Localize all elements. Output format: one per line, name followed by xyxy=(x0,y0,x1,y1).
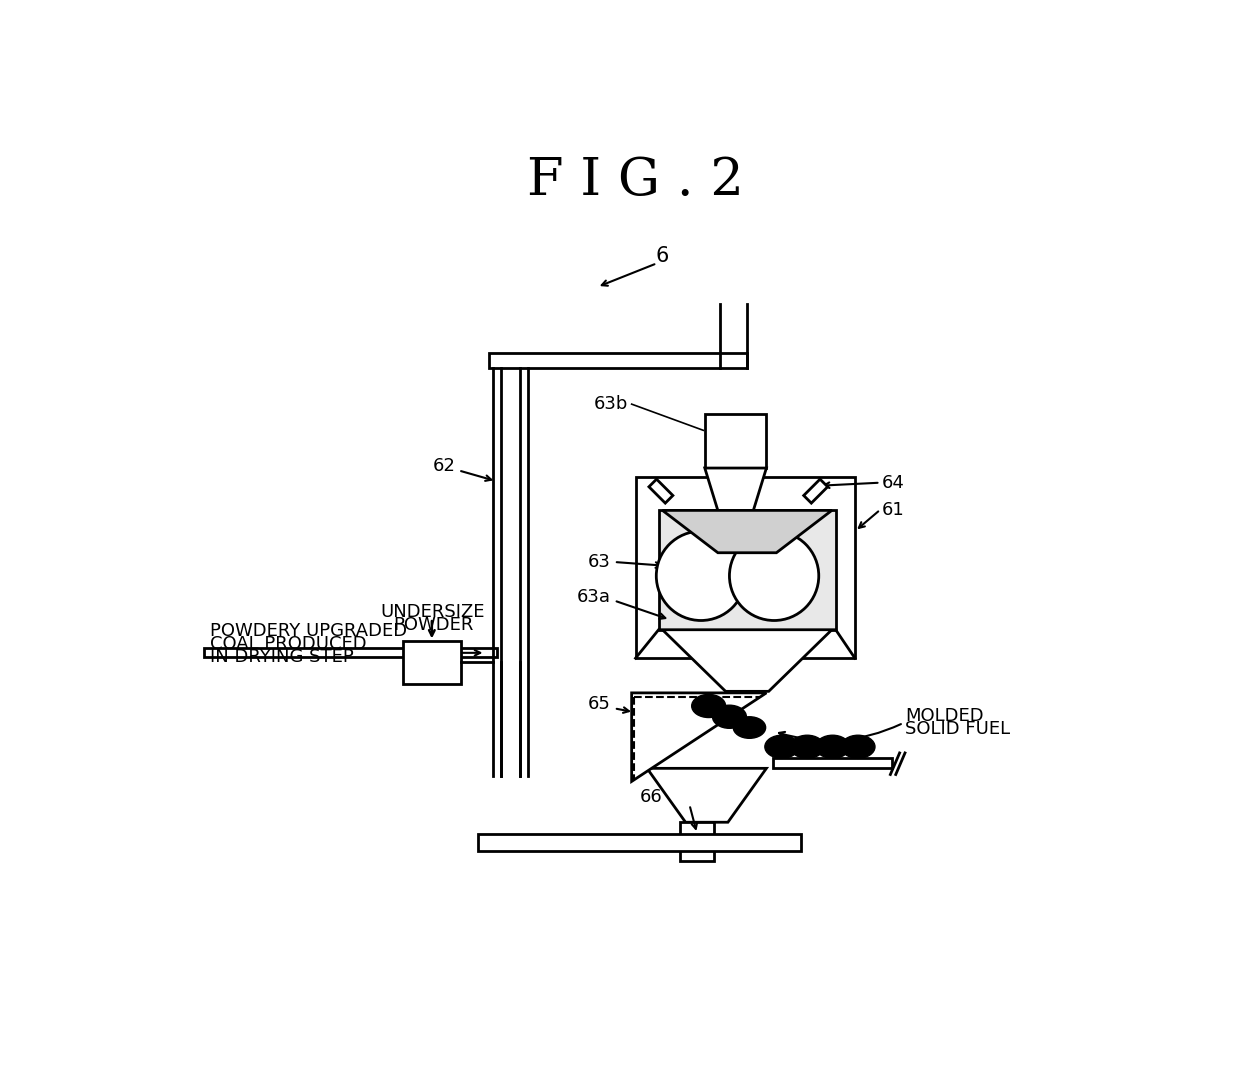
Polygon shape xyxy=(647,768,766,822)
Text: 63: 63 xyxy=(588,553,611,571)
Ellipse shape xyxy=(733,717,765,739)
Bar xyxy=(635,477,854,658)
Circle shape xyxy=(656,531,745,620)
Polygon shape xyxy=(649,479,673,503)
Polygon shape xyxy=(804,479,827,503)
Text: 63a: 63a xyxy=(577,588,611,605)
Text: POWDER: POWDER xyxy=(393,616,474,634)
Text: MOLDED: MOLDED xyxy=(905,707,983,725)
Circle shape xyxy=(729,531,818,620)
Text: UNDERSIZE: UNDERSIZE xyxy=(381,603,485,621)
Text: 64: 64 xyxy=(882,474,905,492)
Text: 62: 62 xyxy=(433,457,455,475)
Ellipse shape xyxy=(816,736,849,758)
Bar xyxy=(681,822,714,861)
Bar xyxy=(704,415,766,468)
Text: COAL PRODUCED: COAL PRODUCED xyxy=(211,635,367,654)
Ellipse shape xyxy=(790,736,825,758)
Text: 61: 61 xyxy=(882,501,905,519)
Bar xyxy=(403,641,461,684)
Text: 66: 66 xyxy=(640,788,662,806)
Bar xyxy=(658,510,836,630)
Ellipse shape xyxy=(692,695,725,717)
Polygon shape xyxy=(631,693,766,782)
Text: SOLID FUEL: SOLID FUEL xyxy=(905,721,1011,738)
Text: 6: 6 xyxy=(656,247,670,266)
Text: 65: 65 xyxy=(588,696,611,713)
Ellipse shape xyxy=(765,736,799,758)
Text: POWDERY UPGRADED: POWDERY UPGRADED xyxy=(211,623,408,641)
Bar xyxy=(490,352,748,368)
Polygon shape xyxy=(662,510,832,553)
Polygon shape xyxy=(662,630,832,691)
Ellipse shape xyxy=(713,705,746,728)
Text: IN DRYING STEP: IN DRYING STEP xyxy=(211,648,355,667)
Text: F I G . 2: F I G . 2 xyxy=(527,155,744,207)
Bar xyxy=(477,834,801,851)
Text: 63b: 63b xyxy=(594,395,627,414)
Bar xyxy=(205,648,497,657)
Ellipse shape xyxy=(841,736,875,758)
Bar xyxy=(773,757,892,768)
Polygon shape xyxy=(704,468,766,518)
